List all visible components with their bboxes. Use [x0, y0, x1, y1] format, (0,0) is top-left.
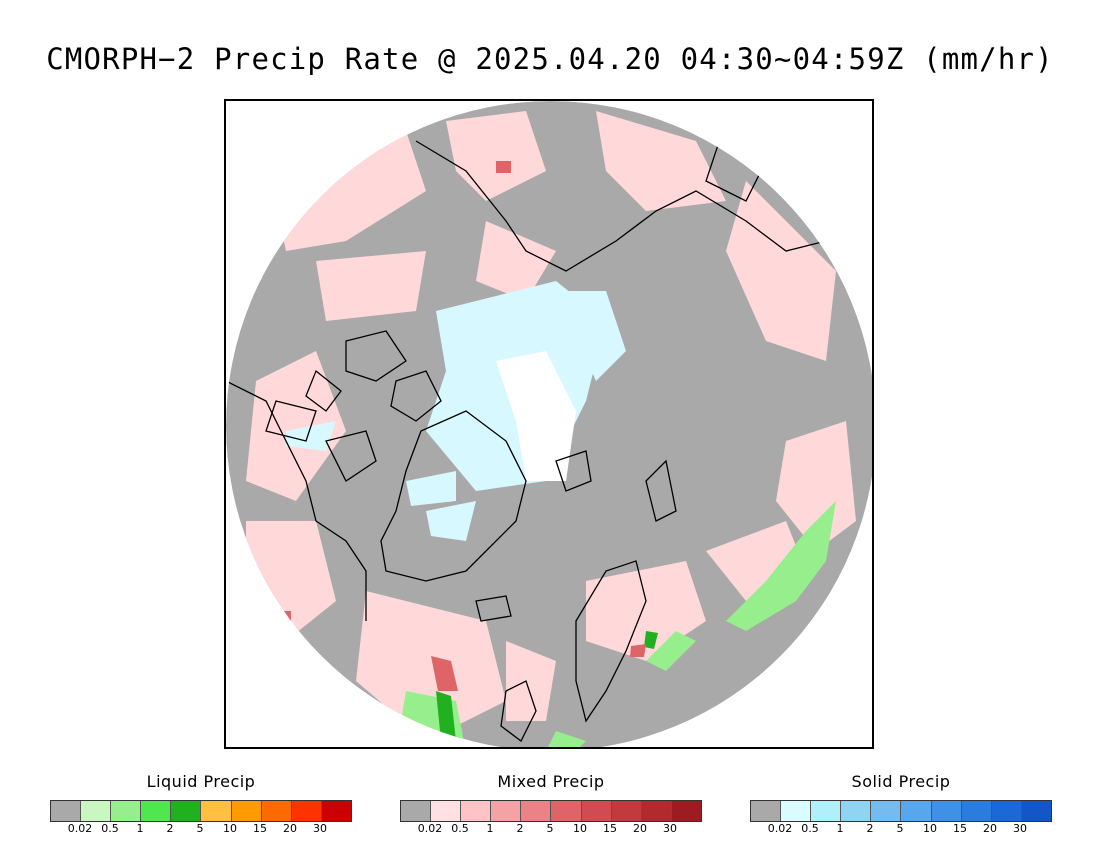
- legend-swatch: [521, 801, 552, 821]
- legend-mixed: Mixed Precip 0.02 0.5 1 2 5 10 15 20 30: [400, 772, 702, 842]
- legend-tick-label: 2: [516, 822, 524, 835]
- legend-tick-label: 10: [223, 822, 237, 835]
- legend-tick-label: 15: [253, 822, 267, 835]
- legend-swatch: [931, 801, 962, 821]
- legend-swatch: [961, 801, 992, 821]
- legend-tick-label: 1: [136, 822, 144, 835]
- legend-title: Mixed Precip: [497, 772, 605, 791]
- mixed-precip-patches: [246, 111, 856, 741]
- legend-color-bar: [50, 800, 352, 822]
- legend-tick-label: 30: [1013, 822, 1027, 835]
- legend-swatch: [1021, 801, 1051, 821]
- legend-liquid: Liquid Precip 0.02 0.5 1 2 5 10 15 20 30: [50, 772, 352, 842]
- legend-swatch: [291, 801, 322, 821]
- legend-title: Liquid Precip: [146, 772, 256, 791]
- heavy-liquid-patches: [436, 631, 658, 741]
- legend-swatch: [811, 801, 842, 821]
- legend-swatch: [551, 801, 582, 821]
- legend-tick-label: 2: [166, 822, 174, 835]
- legend-swatch: [751, 801, 782, 821]
- legend-tick-label: 10: [573, 822, 587, 835]
- legend-swatch: [611, 801, 642, 821]
- legend-tick-label: 0.5: [451, 822, 469, 835]
- map-canvas: [226, 101, 872, 747]
- legend-swatch: [781, 801, 812, 821]
- legend-swatch: [461, 801, 492, 821]
- legend-tick-label: 10: [923, 822, 937, 835]
- legend-tick-label: 15: [603, 822, 617, 835]
- legend-swatch: [141, 801, 172, 821]
- chart-title: CMORPH−2 Precip Rate @ 2025.04.20 04:30~…: [46, 42, 1054, 76]
- legend-swatch: [991, 801, 1022, 821]
- legend-tick-label: 15: [953, 822, 967, 835]
- legend-swatch: [901, 801, 932, 821]
- legend-swatch: [841, 801, 872, 821]
- legend-swatch: [171, 801, 202, 821]
- legend-swatch: [401, 801, 432, 821]
- legend-tick-label: 2: [866, 822, 874, 835]
- legend-tick-label: 20: [633, 822, 647, 835]
- snow-core: [496, 351, 576, 481]
- legend-tick-label: 0.5: [801, 822, 819, 835]
- legend-tick-label: 1: [836, 822, 844, 835]
- legend-tick-label: 5: [896, 822, 904, 835]
- legend-swatch: [321, 801, 351, 821]
- legend-tick-label: 5: [546, 822, 554, 835]
- legend-tick-label: 5: [196, 822, 204, 835]
- polar-precip-map: [224, 99, 874, 749]
- legend-swatch: [111, 801, 142, 821]
- legend-color-bar: [750, 800, 1052, 822]
- legend-swatch: [641, 801, 672, 821]
- legend-tick-label: 0.02: [767, 822, 793, 835]
- legend-tick-label: 0.02: [67, 822, 93, 835]
- legend-swatch: [51, 801, 82, 821]
- legend-tick-label: 30: [313, 822, 327, 835]
- legend-swatch: [81, 801, 112, 821]
- legend-swatch: [231, 801, 262, 821]
- legend-swatch: [431, 801, 462, 821]
- legend-title: Solid Precip: [851, 772, 951, 791]
- legend-swatch: [871, 801, 902, 821]
- legend-tick-label: 1: [486, 822, 494, 835]
- legend-swatch: [261, 801, 292, 821]
- legend-color-bar: [400, 800, 702, 822]
- legend-tick-label: 0.5: [101, 822, 119, 835]
- legend-tick-label: 30: [663, 822, 677, 835]
- legend-tick-label: 0.02: [417, 822, 443, 835]
- legend-tick-label: 20: [283, 822, 297, 835]
- coastlines: [226, 119, 827, 742]
- legend-tick-label: 20: [983, 822, 997, 835]
- legend-swatch: [671, 801, 701, 821]
- legend-swatch: [491, 801, 522, 821]
- legend-swatch: [581, 801, 612, 821]
- legend-solid: Solid Precip 0.02 0.5 1 2 5 10 15 20 30: [750, 772, 1052, 842]
- legend-swatch: [201, 801, 232, 821]
